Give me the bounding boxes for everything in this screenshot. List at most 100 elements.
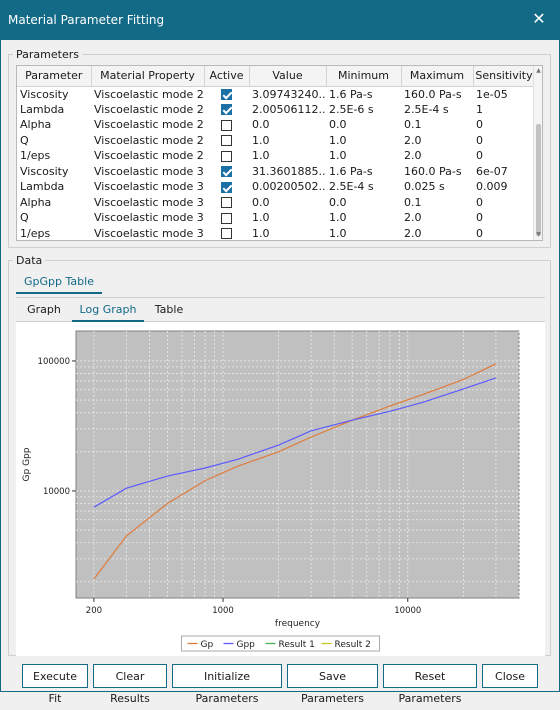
table-cell-prop[interactable]: Viscoelastic mode 2: [94, 118, 204, 132]
tab-table[interactable]: Table: [154, 303, 184, 316]
table-cell-sens[interactable]: 0: [476, 133, 483, 147]
initialize-parameters-button[interactable]: Initialize Parameters: [172, 664, 282, 705]
table-cell-param[interactable]: 1/eps: [20, 226, 51, 240]
table-cell-prop[interactable]: Viscoelastic mode 2: [94, 102, 204, 116]
table-cell-param[interactable]: 1/eps: [20, 149, 51, 163]
table-cell-param[interactable]: Q: [20, 211, 29, 225]
table-cell-max[interactable]: 0.1: [404, 118, 422, 132]
table-cell-prop[interactable]: Viscoelastic mode 2: [94, 87, 204, 101]
column-header[interactable]: Value: [249, 66, 327, 87]
table-row[interactable]: Viscosity Viscoelastic mode 2 3.09743240..…: [17, 86, 535, 102]
table-cell-max[interactable]: 0.025 s: [404, 180, 445, 194]
table-cell-value[interactable]: 1.0: [252, 226, 270, 240]
table-cell-prop[interactable]: Viscoelastic mode 2: [94, 149, 204, 163]
active-checkbox[interactable]: [221, 135, 232, 147]
active-checkbox[interactable]: [221, 181, 232, 193]
tab-gpgpp-table[interactable]: GpGpp Table: [16, 270, 102, 294]
table-cell-sens[interactable]: 0: [476, 211, 483, 225]
table-row[interactable]: Lambda Viscoelastic mode 3 0.00200502... 2.…: [17, 179, 535, 195]
table-cell-min[interactable]: 1.6 Pa-s: [329, 87, 373, 101]
scroll-thumb[interactable]: [536, 124, 541, 236]
table-cell-min[interactable]: 2.5E-6 s: [329, 102, 374, 116]
active-checkbox[interactable]: [221, 89, 232, 100]
table-cell-value[interactable]: 0.0: [252, 118, 270, 132]
table-cell-max[interactable]: 2.0: [404, 133, 422, 147]
scroll-up-icon[interactable]: ▲: [536, 67, 541, 74]
column-header[interactable]: Active: [204, 66, 250, 87]
table-row[interactable]: 1/eps Viscoelastic mode 2 1.0 1.0 2.0 0: [17, 148, 535, 164]
table-cell-param[interactable]: Viscosity: [20, 164, 69, 178]
table-cell-param[interactable]: Q: [20, 133, 29, 147]
table-cell-min[interactable]: 1.0: [329, 211, 347, 225]
table-cell-max[interactable]: 2.0: [404, 149, 422, 163]
table-cell-param[interactable]: Alpha: [20, 195, 52, 209]
table-cell-sens[interactable]: 0.009: [476, 180, 508, 194]
table-cell-value[interactable]: 31.3601885...: [252, 164, 326, 178]
column-header[interactable]: Material Property: [91, 66, 205, 87]
table-cell-prop[interactable]: Viscoelastic mode 3: [94, 226, 204, 240]
table-cell-param[interactable]: Alpha: [20, 118, 52, 132]
table-cell-value[interactable]: 1.0: [252, 149, 270, 163]
column-header[interactable]: Parameter: [17, 66, 92, 87]
table-cell-value[interactable]: 1.0: [252, 211, 270, 225]
table-cell-max[interactable]: 160.0 Pa-s: [404, 164, 462, 178]
table-cell-prop[interactable]: Viscoelastic mode 3: [94, 164, 204, 178]
parameters-table[interactable]: Parameter Material Property Active Value Min…: [16, 65, 543, 241]
table-cell-sens[interactable]: 0: [476, 118, 483, 132]
table-cell-value[interactable]: 1.0: [252, 133, 270, 147]
table-cell-sens[interactable]: 0: [476, 195, 483, 209]
table-cell-max[interactable]: 2.0: [404, 226, 422, 240]
table-row[interactable]: Q Viscoelastic mode 2 1.0 1.0 2.0 0: [17, 133, 535, 149]
execute-fit-button[interactable]: Execute Fit: [22, 664, 88, 705]
table-cell-max[interactable]: 0.1: [404, 195, 422, 209]
active-checkbox[interactable]: [221, 212, 232, 224]
table-cell-prop[interactable]: Viscoelastic mode 3: [94, 180, 204, 194]
table-row[interactable]: Lambda Viscoelastic mode 2 2.00506112... 2.…: [17, 102, 535, 118]
table-cell-value[interactable]: 2.00506112...: [252, 102, 326, 116]
reset-parameters-button[interactable]: Reset Parameters: [383, 664, 477, 705]
active-checkbox[interactable]: [221, 166, 232, 178]
table-cell-max[interactable]: 2.0: [404, 211, 422, 225]
active-checkbox[interactable]: [221, 228, 232, 240]
table-cell-prop[interactable]: Viscoelastic mode 3: [94, 195, 204, 209]
table-cell-sens[interactable]: 1e-05: [476, 87, 508, 101]
table-cell-sens[interactable]: 1: [476, 102, 483, 116]
table-row[interactable]: Alpha Viscoelastic mode 2 0.0 0.0 0.1 0: [17, 117, 535, 133]
table-row[interactable]: Alpha Viscoelastic mode 3 0.0 0.0 0.1 0: [17, 195, 535, 211]
table-cell-max[interactable]: 160.0 Pa-s: [404, 87, 462, 101]
active-checkbox[interactable]: [221, 197, 232, 209]
scroll-down-icon[interactable]: ▼: [536, 231, 541, 238]
table-cell-value[interactable]: 0.0: [252, 195, 270, 209]
active-checkbox[interactable]: [221, 104, 232, 116]
clear-results-button[interactable]: Clear Results: [93, 664, 167, 705]
column-header[interactable]: Maximum: [401, 66, 474, 87]
active-checkbox[interactable]: [221, 119, 232, 131]
table-cell-min[interactable]: 1.0: [329, 149, 347, 163]
table-cell-value[interactable]: 0.00200502...: [252, 180, 326, 194]
close-icon[interactable]: ✕: [532, 9, 546, 28]
tab-log-graph[interactable]: Log Graph: [72, 298, 144, 322]
table-cell-sens[interactable]: 0: [476, 149, 483, 163]
table-cell-min[interactable]: 1.6 Pa-s: [329, 164, 373, 178]
save-parameters-button[interactable]: Save Parameters: [287, 664, 378, 705]
table-cell-min[interactable]: 2.5E-4 s: [329, 180, 374, 194]
table-cell-param[interactable]: Lambda: [20, 102, 65, 116]
table-cell-min[interactable]: 1.0: [329, 133, 347, 147]
table-cell-sens[interactable]: 0: [476, 226, 483, 240]
table-row[interactable]: 1/eps Viscoelastic mode 3 1.0 1.0 2.0 0: [17, 226, 535, 241]
table-cell-prop[interactable]: Viscoelastic mode 2: [94, 133, 204, 147]
table-row[interactable]: Viscosity Viscoelastic mode 3 31.3601885..…: [17, 164, 535, 180]
column-header[interactable]: Sensitivity: [473, 66, 536, 87]
active-checkbox[interactable]: [221, 150, 232, 162]
table-cell-value[interactable]: 3.09743240...: [252, 87, 326, 101]
table-cell-param[interactable]: Viscosity: [20, 87, 69, 101]
table-row[interactable]: Q Viscoelastic mode 3 1.0 1.0 2.0 0: [17, 210, 535, 226]
table-cell-prop[interactable]: Viscoelastic mode 3: [94, 211, 204, 225]
column-header[interactable]: Minimum: [326, 66, 402, 87]
table-scrollbar[interactable]: ▲ ▼: [533, 66, 542, 240]
table-cell-min[interactable]: 0.0: [329, 195, 347, 209]
table-cell-param[interactable]: Lambda: [20, 180, 65, 194]
table-cell-min[interactable]: 0.0: [329, 118, 347, 132]
table-cell-max[interactable]: 2.5E-4 s: [404, 102, 449, 116]
table-cell-min[interactable]: 1.0: [329, 226, 347, 240]
